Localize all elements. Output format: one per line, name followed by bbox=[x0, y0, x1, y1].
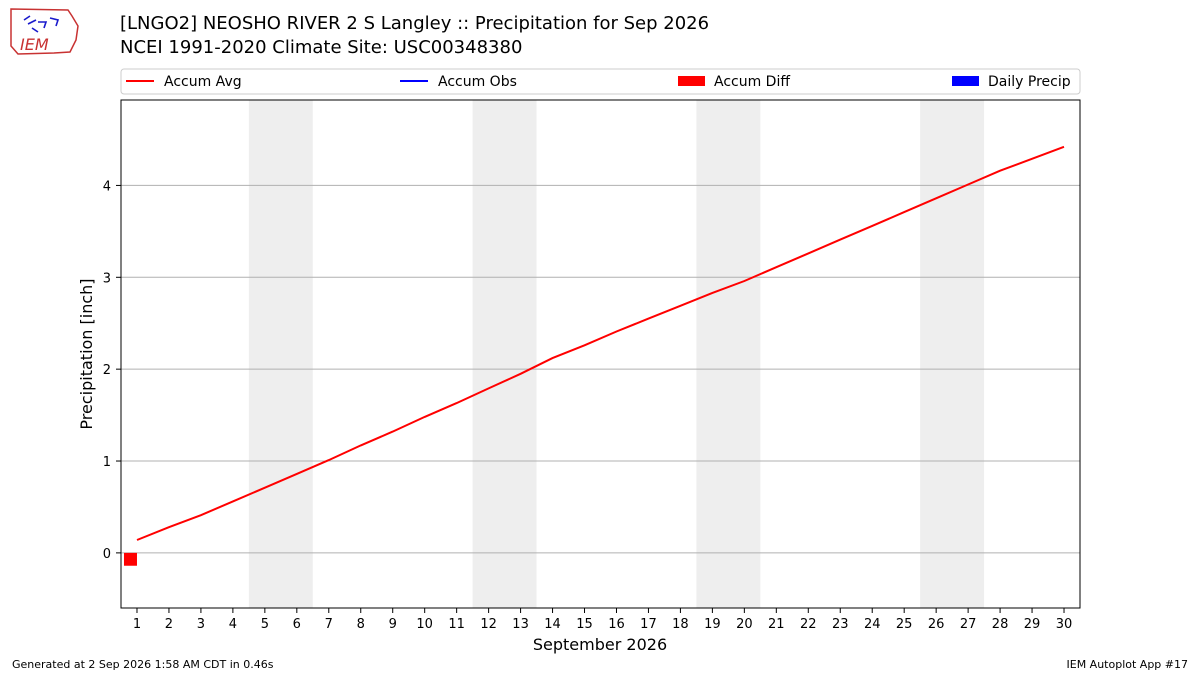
chart-subtitle: NCEI 1991-2020 Climate Site: USC00348380 bbox=[120, 37, 523, 58]
logo-text: IEM bbox=[20, 35, 49, 54]
x-axis: 1 2 3 4 5 6 7 8 9 10 11 12 13 14 15 16 17 18 19 20 21 22 23 24 2… bbox=[133, 608, 1072, 632]
y-tick-label: 1 bbox=[103, 455, 111, 470]
x-tick-label: 29 bbox=[1024, 617, 1041, 632]
x-tick-label: 25 bbox=[896, 617, 913, 632]
x-tick-label: 12 bbox=[480, 617, 497, 632]
series-layer bbox=[123, 145, 1065, 566]
app-credit: IEM Autoplot App #17 bbox=[1066, 658, 1189, 671]
x-tick-label: 9 bbox=[389, 617, 397, 632]
y-axis-label: Precipitation [inch] bbox=[77, 278, 96, 429]
gridlines bbox=[121, 184, 1080, 554]
x-tick-label: 8 bbox=[357, 617, 365, 632]
iem-logo: IEM bbox=[8, 6, 82, 58]
chart-title: [LNGO2] NEOSHO RIVER 2 S Langley :: Prec… bbox=[120, 13, 710, 34]
x-tick-label: 13 bbox=[512, 617, 529, 632]
weekend-shading bbox=[248, 100, 985, 608]
generated-timestamp: Generated at 2 Sep 2026 1:58 AM CDT in 0… bbox=[12, 658, 274, 671]
legend-swatch-accum-diff bbox=[678, 76, 705, 86]
x-tick-label: 16 bbox=[608, 617, 625, 632]
x-tick-label: 23 bbox=[832, 617, 849, 632]
legend-label-accum-avg: Accum Avg bbox=[164, 74, 242, 90]
accum-diff-bar bbox=[123, 552, 137, 566]
plot-frame bbox=[120, 99, 1081, 609]
weekend-band bbox=[248, 100, 313, 608]
x-tick-label: 1 bbox=[133, 617, 141, 632]
x-tick-label: 18 bbox=[672, 617, 689, 632]
y-tick-label: 3 bbox=[103, 271, 111, 286]
legend-label-daily-precip: Daily Precip bbox=[988, 74, 1071, 90]
weekend-band bbox=[920, 100, 985, 608]
x-tick-label: 5 bbox=[261, 617, 269, 632]
x-tick-label: 27 bbox=[960, 617, 977, 632]
x-tick-label: 3 bbox=[197, 617, 205, 632]
accum-avg-line bbox=[136, 145, 1065, 541]
x-tick-label: 21 bbox=[768, 617, 785, 632]
weekend-band bbox=[472, 100, 537, 608]
x-tick-label: 24 bbox=[864, 617, 881, 632]
x-tick-label: 20 bbox=[736, 617, 753, 632]
weekend-band bbox=[696, 100, 761, 608]
x-tick-label: 22 bbox=[800, 617, 817, 632]
x-tick-label: 11 bbox=[448, 617, 465, 632]
x-tick-label: 10 bbox=[416, 617, 433, 632]
legend-label-accum-obs: Accum Obs bbox=[438, 74, 517, 90]
x-tick-label: 2 bbox=[165, 617, 173, 632]
x-tick-label: 6 bbox=[293, 617, 301, 632]
x-tick-label: 4 bbox=[229, 617, 237, 632]
x-tick-label: 28 bbox=[992, 617, 1009, 632]
x-tick-label: 7 bbox=[325, 617, 333, 632]
x-tick-label: 26 bbox=[928, 617, 945, 632]
x-tick-label: 15 bbox=[576, 617, 593, 632]
y-tick-label: 0 bbox=[103, 547, 111, 562]
x-axis-label: September 2026 bbox=[533, 635, 667, 654]
x-tick-label: 19 bbox=[704, 617, 721, 632]
x-tick-label: 30 bbox=[1056, 617, 1073, 632]
legend-swatch-daily-precip bbox=[952, 76, 979, 86]
x-tick-label: 17 bbox=[640, 617, 657, 632]
y-axis: 0 1 2 3 4 bbox=[103, 179, 121, 562]
y-tick-label: 4 bbox=[103, 179, 111, 194]
legend: Accum Avg Accum Obs Accum Diff Daily Precip bbox=[120, 68, 1081, 95]
legend-label-accum-diff: Accum Diff bbox=[714, 74, 790, 90]
y-tick-label: 2 bbox=[103, 363, 111, 378]
x-tick-label: 14 bbox=[544, 617, 561, 632]
legend-frame bbox=[120, 68, 1081, 95]
